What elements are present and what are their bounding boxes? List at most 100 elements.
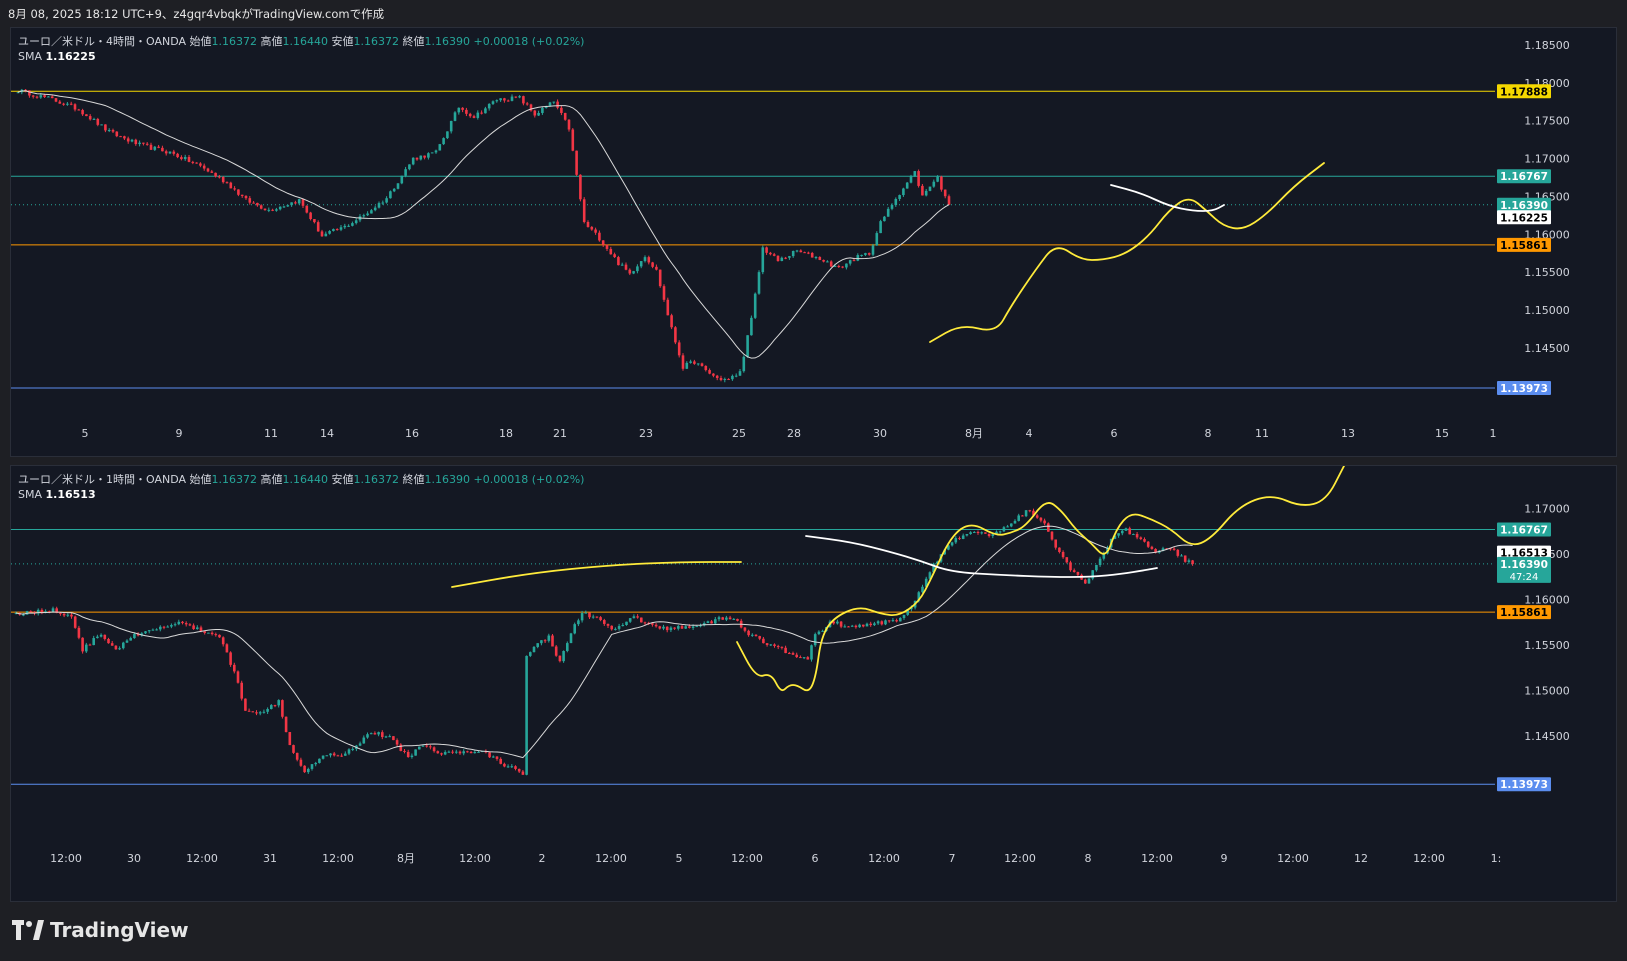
candle-body bbox=[905, 182, 909, 189]
candle-body bbox=[747, 630, 750, 636]
candle-body bbox=[290, 202, 293, 206]
candle-body bbox=[92, 638, 95, 646]
candle-body bbox=[339, 227, 343, 230]
candle-body bbox=[347, 749, 351, 754]
candle-body bbox=[580, 613, 584, 621]
candle-body bbox=[1180, 555, 1183, 557]
candle-body bbox=[788, 256, 791, 258]
candle-body bbox=[719, 377, 723, 381]
candle-body bbox=[636, 266, 639, 272]
candle-body bbox=[358, 743, 362, 746]
candle-body bbox=[466, 751, 469, 753]
y-tick-label: 1.15500 bbox=[1524, 266, 1570, 279]
candle-body bbox=[556, 101, 559, 108]
candle-body bbox=[1028, 510, 1032, 512]
tradingview-logo-icon bbox=[12, 920, 44, 940]
candle-body bbox=[184, 623, 188, 625]
candle-body bbox=[1172, 548, 1176, 550]
candle-body bbox=[88, 116, 92, 120]
candle-body bbox=[818, 257, 822, 260]
chart-pane-1h[interactable]: 1.170001.165001.160001.155001.150001.145… bbox=[10, 465, 1617, 902]
low-value: 1.16372 bbox=[353, 35, 400, 48]
tradingview-logo[interactable]: TradingView bbox=[12, 916, 189, 944]
candle-body bbox=[822, 259, 825, 262]
candle-body bbox=[620, 264, 624, 266]
candle-body bbox=[145, 143, 149, 145]
candle-body bbox=[810, 252, 814, 258]
candle-body bbox=[677, 626, 680, 629]
candle-body bbox=[328, 231, 331, 234]
candle-body bbox=[408, 164, 411, 170]
candle-body bbox=[791, 251, 795, 257]
candle-body bbox=[411, 157, 415, 165]
hline-price-tag bbox=[1497, 605, 1551, 620]
x-tick-label: 31 bbox=[263, 852, 277, 865]
candle-body bbox=[282, 206, 286, 208]
chart-canvas-4h[interactable]: 1.185001.180001.175001.170001.165001.160… bbox=[11, 28, 1617, 457]
candle-body bbox=[651, 262, 654, 267]
candle-body bbox=[510, 96, 514, 101]
candle-body bbox=[1072, 570, 1076, 573]
candle-body bbox=[332, 753, 336, 756]
candle-body bbox=[69, 103, 73, 105]
candle-body bbox=[651, 623, 654, 625]
price-tag bbox=[1497, 545, 1551, 560]
candle-body bbox=[281, 700, 284, 717]
candle-body bbox=[351, 748, 354, 750]
x-tick-label: 12:00 bbox=[322, 852, 354, 865]
candle-body bbox=[126, 138, 130, 142]
candle-body bbox=[484, 108, 487, 114]
candle-body bbox=[1035, 515, 1039, 518]
candle-body bbox=[92, 118, 96, 120]
candle-body bbox=[795, 250, 799, 252]
candle-body bbox=[906, 609, 909, 615]
candle-body bbox=[225, 182, 229, 184]
candle-body bbox=[617, 257, 620, 266]
candle-body bbox=[221, 637, 225, 645]
chart-pane-4h[interactable]: 1.18500 1.18000 1.17500 1.17000 1.16500 1.160… bbox=[10, 27, 1617, 457]
candle-body bbox=[640, 617, 643, 623]
candle-body bbox=[693, 361, 696, 364]
candle-body bbox=[943, 549, 946, 555]
candle-body bbox=[273, 705, 277, 707]
candle-body bbox=[455, 751, 458, 753]
candle-body bbox=[362, 737, 366, 744]
candle-body bbox=[548, 102, 552, 107]
price-axis bbox=[1495, 466, 1616, 896]
candle-body bbox=[541, 107, 544, 113]
candle-body bbox=[1165, 548, 1168, 550]
chart-canvas-1h[interactable]: 1.170001.165001.160001.155001.150001.145… bbox=[11, 466, 1617, 902]
candle-body bbox=[410, 755, 414, 758]
candle-body bbox=[753, 293, 757, 318]
symbol-label[interactable]: ユーロ／米ドル・4時間・OANDA bbox=[18, 35, 187, 48]
candle-body bbox=[681, 355, 685, 369]
candle-body bbox=[377, 732, 380, 735]
candle-body bbox=[469, 751, 473, 754]
hline-price-tag bbox=[1497, 84, 1551, 99]
candle-body bbox=[115, 131, 119, 137]
candle-body bbox=[610, 625, 613, 630]
x-tick-label: 1 bbox=[1490, 427, 1497, 440]
x-tick-label: 12:00 bbox=[1413, 852, 1445, 865]
candle-body bbox=[658, 626, 662, 629]
candle-body bbox=[865, 623, 869, 627]
candle-body bbox=[654, 624, 658, 627]
candle-body bbox=[751, 634, 754, 636]
x-tick-label: 12 bbox=[1354, 852, 1368, 865]
candles bbox=[16, 88, 951, 383]
candle-body bbox=[157, 146, 160, 148]
candle-body bbox=[547, 635, 551, 641]
candle-body bbox=[133, 633, 136, 639]
x-tick-label: 6 bbox=[1111, 427, 1118, 440]
sma-legend-1h[interactable]: SMA 1.16513 bbox=[18, 488, 96, 501]
symbol-label[interactable]: ユーロ／米ドル・1時間・OANDA bbox=[18, 473, 187, 486]
candle-body bbox=[562, 651, 565, 662]
candle-body bbox=[643, 257, 647, 262]
candle-body bbox=[603, 620, 606, 624]
candle-body bbox=[706, 621, 710, 624]
candle-body bbox=[947, 196, 951, 205]
candle-body bbox=[440, 753, 443, 755]
candle-body bbox=[965, 534, 969, 536]
candle-body bbox=[491, 101, 495, 104]
sma-legend-4h[interactable]: SMA 1.16225 bbox=[18, 50, 96, 63]
